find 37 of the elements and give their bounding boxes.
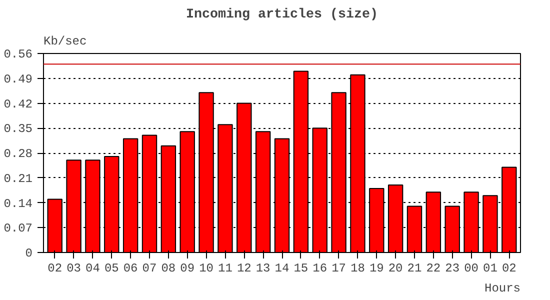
x-tick-label: 08 (161, 262, 176, 276)
x-tick-label: 16 (312, 262, 328, 276)
x-tick-label: 12 (236, 262, 252, 276)
x-tick-label: 03 (66, 262, 81, 276)
y-tick-label: 0.07 (4, 222, 33, 236)
y-tick-label: 0.49 (4, 72, 33, 86)
x-tick-label: 23 (445, 262, 460, 276)
x-tick-label: 14 (274, 262, 290, 276)
x-tick-label: 20 (388, 262, 403, 276)
x-tick-label: 21 (407, 262, 422, 276)
x-tick-label: 02 (502, 262, 516, 276)
x-tick-label: 11 (218, 262, 232, 276)
x-axis-title: Hours (484, 282, 521, 296)
x-tick-label: 01 (483, 262, 498, 276)
x-tick-label: 17 (332, 262, 346, 276)
y-tick-label: 0.35 (4, 122, 33, 136)
x-tick-label: 18 (350, 262, 365, 276)
chart-title: Incoming articles (size) (186, 8, 378, 22)
x-tick-label: 04 (86, 262, 100, 276)
y-tick-label: 0 (25, 246, 32, 260)
x-tick-label: 02 (48, 262, 62, 276)
x-tick-label: 05 (104, 262, 119, 276)
x-tick-label: 13 (256, 262, 270, 276)
x-tick-label: 06 (123, 262, 138, 276)
y-axis-title: Kb/sec (44, 34, 87, 48)
x-tick-label: 19 (369, 262, 384, 276)
x-tick-label: 10 (199, 262, 214, 276)
y-tick-label: 0.42 (4, 97, 33, 112)
x-tick-label: 09 (180, 262, 195, 276)
x-tick-label: 07 (142, 262, 157, 276)
x-tick-label: 22 (426, 262, 441, 276)
y-tick-label: 0.56 (4, 48, 33, 62)
y-tick-label: 0.14 (4, 196, 33, 211)
y-tick-label: 0.28 (4, 147, 33, 161)
y-tick-label: 0.21 (4, 172, 33, 186)
x-tick-label: 15 (294, 262, 308, 276)
x-tick-label: 00 (464, 262, 478, 276)
